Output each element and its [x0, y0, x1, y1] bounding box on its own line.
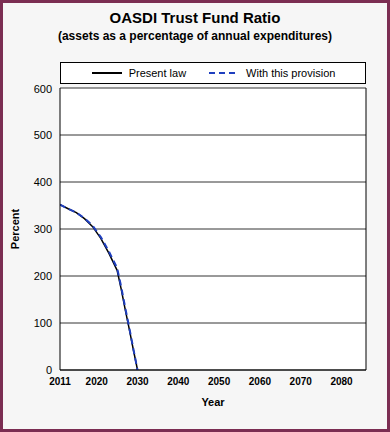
svg-text:2011: 2011: [49, 376, 71, 387]
svg-text:2060: 2060: [249, 376, 272, 387]
html-text:(assets as a percentage of ann: (assets as a percentage of annual expend…: [57, 29, 332, 43]
svg-text:2070: 2070: [290, 376, 313, 387]
svg-text:600: 600: [34, 83, 52, 95]
html-text:With this provision: With this provision: [246, 67, 336, 79]
html-text:OASDI Trust Fund Ratio: OASDI Trust Fund Ratio: [109, 9, 281, 26]
svg-text:2020: 2020: [86, 376, 109, 387]
html-text:Present law: Present law: [128, 67, 187, 79]
svg-text:Percent: Percent: [9, 208, 21, 249]
svg-text:0: 0: [46, 364, 52, 376]
svg-text:300: 300: [34, 223, 52, 235]
svg-text:2050: 2050: [208, 376, 231, 387]
svg-text:2040: 2040: [167, 376, 190, 387]
svg-text:200: 200: [34, 270, 52, 282]
svg-text:2030: 2030: [126, 376, 149, 387]
svg-text:500: 500: [34, 129, 52, 141]
svg-text:Year: Year: [201, 396, 225, 408]
svg-text:100: 100: [34, 317, 52, 329]
svg-text:400: 400: [34, 176, 52, 188]
svg-text:2080: 2080: [330, 376, 353, 387]
